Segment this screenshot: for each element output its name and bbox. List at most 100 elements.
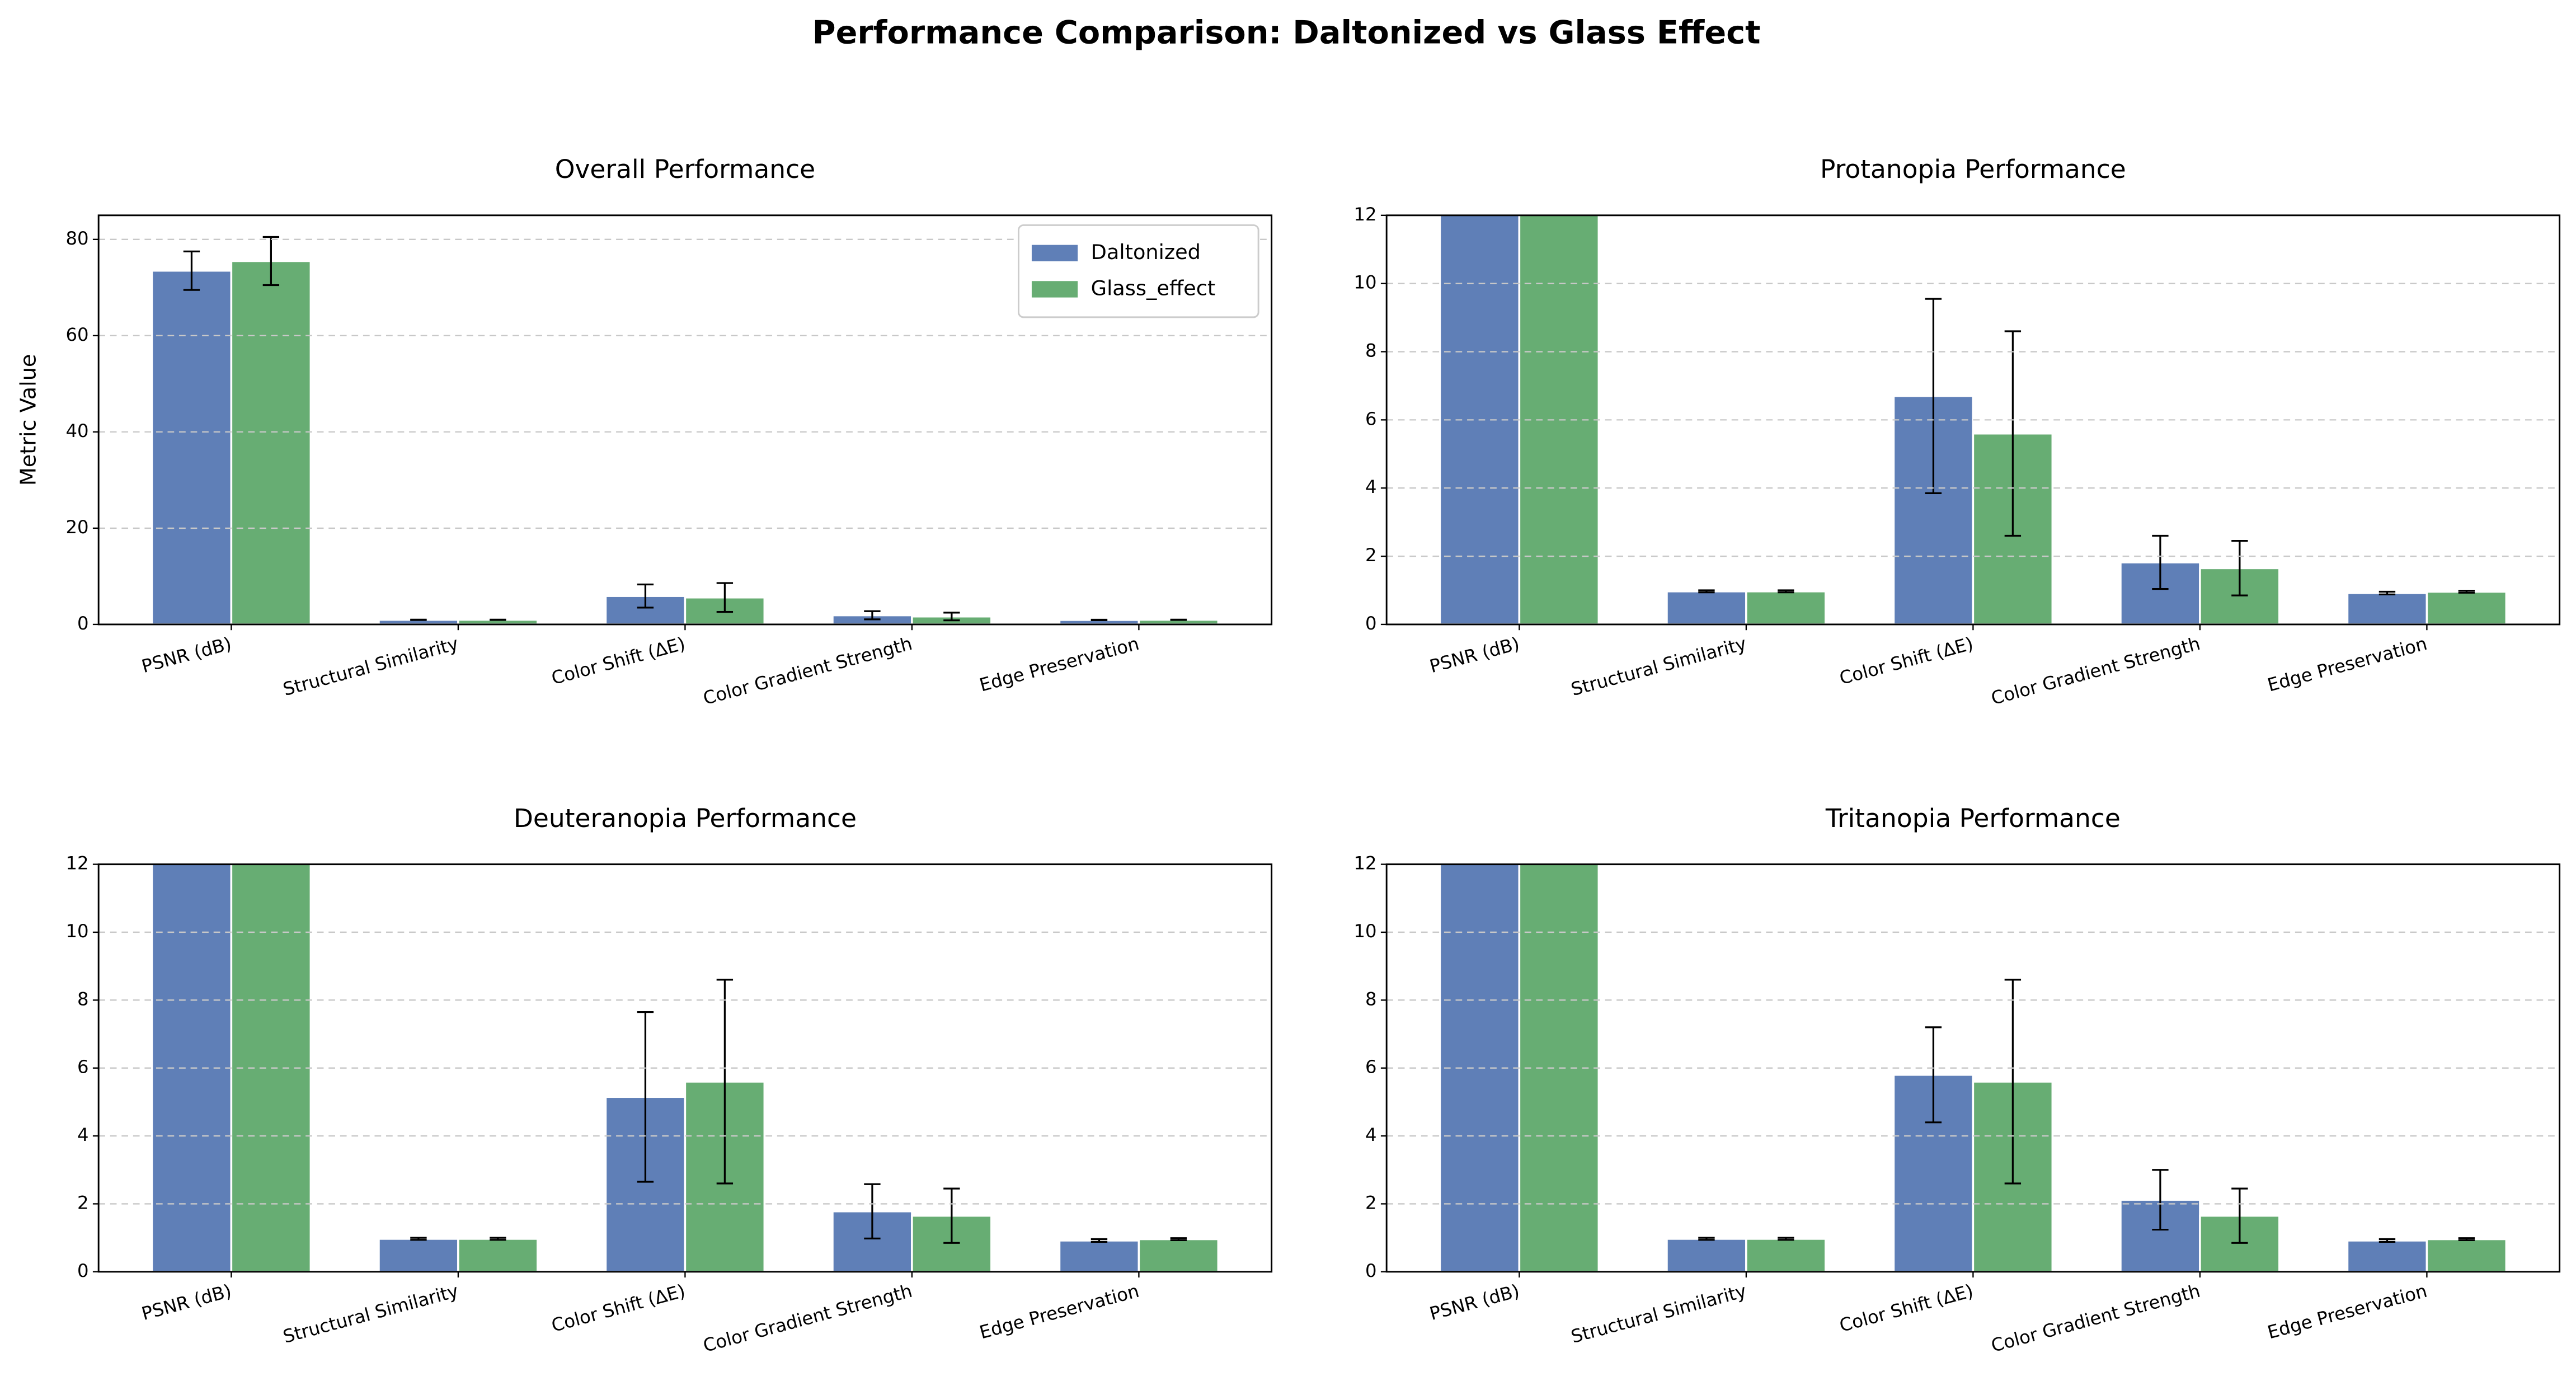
bar bbox=[1518, 215, 1600, 624]
error-bar bbox=[2378, 590, 2396, 595]
bar bbox=[2425, 1238, 2508, 1272]
bar bbox=[1745, 590, 1827, 624]
error-bar bbox=[1090, 618, 1108, 621]
x-tick-label: Color Gradient Strength bbox=[1989, 1280, 2203, 1356]
bar bbox=[2346, 592, 2428, 624]
error-bar bbox=[410, 1237, 427, 1241]
error-bar bbox=[864, 610, 881, 621]
error-bar bbox=[2458, 1237, 2475, 1241]
error-bar bbox=[637, 583, 654, 609]
y-tick-label: 8 bbox=[77, 988, 89, 1009]
error-bar bbox=[637, 1011, 654, 1183]
y-tick-label: 6 bbox=[1365, 1056, 1377, 1078]
error-bar bbox=[410, 618, 427, 621]
subplot-title: Tritanopia Performance bbox=[1825, 804, 2121, 833]
y-tick-label: 60 bbox=[65, 324, 88, 345]
bar bbox=[151, 269, 233, 624]
error-bar bbox=[716, 582, 734, 613]
x-tick-label: Edge Preservation bbox=[977, 633, 1141, 696]
error-bar bbox=[1170, 618, 1187, 621]
y-tick-label: 20 bbox=[65, 516, 88, 538]
x-tick-label: Edge Preservation bbox=[2265, 1280, 2429, 1343]
error-bar bbox=[1698, 589, 1715, 594]
bar bbox=[457, 1238, 539, 1272]
error-bar bbox=[1925, 1026, 1942, 1124]
x-tick-label: Structural Similarity bbox=[1569, 1280, 1748, 1347]
error-bar bbox=[490, 618, 506, 621]
y-tick-label: 6 bbox=[77, 1056, 89, 1078]
legend-swatch bbox=[1031, 281, 1078, 298]
x-tick-label: PSNR (dB) bbox=[1427, 1280, 1522, 1324]
error-bar bbox=[1090, 1238, 1108, 1243]
x-tick-label: Structural Similarity bbox=[1569, 633, 1748, 700]
bar bbox=[2346, 1239, 2428, 1272]
x-tick-label: Structural Similarity bbox=[281, 1280, 460, 1347]
error-bar bbox=[183, 250, 200, 291]
error-bar bbox=[716, 979, 734, 1185]
bar bbox=[1137, 1238, 1220, 1272]
y-tick-label: 80 bbox=[65, 228, 88, 249]
plot-area bbox=[1439, 215, 2508, 624]
error-bar bbox=[2378, 1238, 2396, 1243]
error-bar bbox=[2004, 979, 2022, 1185]
x-tick-label: Color Gradient Strength bbox=[1989, 633, 2203, 709]
bar bbox=[230, 864, 312, 1272]
x-tick-label: Color Shift (ΔE) bbox=[1837, 1280, 1975, 1336]
y-tick-label: 0 bbox=[1365, 613, 1377, 634]
error-bar bbox=[262, 236, 280, 286]
error-bar bbox=[943, 612, 960, 622]
subplot-title: Deuteranopia Performance bbox=[514, 804, 857, 833]
y-tick-label: 12 bbox=[1353, 204, 1376, 225]
y-tick-label: 4 bbox=[1365, 476, 1377, 497]
error-bar bbox=[2004, 330, 2022, 537]
x-tick-label: Color Gradient Strength bbox=[701, 1280, 915, 1356]
axes-frame bbox=[97, 863, 1273, 1273]
bar bbox=[378, 1238, 459, 1272]
plot-area bbox=[151, 236, 1220, 624]
x-tick-label: PSNR (dB) bbox=[139, 1280, 234, 1324]
x-tick-label: Edge Preservation bbox=[977, 1280, 1141, 1343]
x-tick-label: Color Shift (ΔE) bbox=[1837, 633, 1975, 689]
y-axis-label: Metric Value bbox=[16, 354, 41, 486]
bar bbox=[1666, 1238, 1747, 1272]
error-bar bbox=[2458, 590, 2475, 594]
subplot-title: Overall Performance bbox=[555, 154, 815, 184]
x-tick-label: Edge Preservation bbox=[2265, 633, 2429, 696]
error-bar bbox=[1778, 1237, 1794, 1241]
x-tick-label: Color Gradient Strength bbox=[701, 633, 915, 709]
bar bbox=[2425, 590, 2508, 624]
y-tick-label: 2 bbox=[1365, 1192, 1377, 1213]
legend-box bbox=[1017, 224, 1259, 318]
y-tick-label: 2 bbox=[77, 1192, 89, 1213]
y-tick-label: 2 bbox=[1365, 544, 1377, 566]
bar bbox=[1439, 215, 1521, 624]
y-tick-label: 8 bbox=[1365, 340, 1377, 361]
error-bar bbox=[2152, 1169, 2169, 1231]
error-bar bbox=[2231, 540, 2248, 596]
y-tick-label: 10 bbox=[1353, 920, 1376, 942]
y-tick-label: 12 bbox=[65, 853, 88, 874]
error-bar bbox=[1778, 589, 1794, 594]
axes-frame bbox=[1385, 214, 2561, 626]
bar bbox=[1058, 1239, 1140, 1272]
y-tick-label: 40 bbox=[65, 420, 88, 441]
y-tick-label: 12 bbox=[1353, 853, 1376, 874]
bar bbox=[1745, 1238, 1827, 1272]
x-tick-label: PSNR (dB) bbox=[139, 633, 234, 677]
y-tick-label: 10 bbox=[1353, 272, 1376, 293]
legend-swatch bbox=[1031, 245, 1078, 262]
x-tick-label: Color Shift (ΔE) bbox=[549, 1280, 687, 1336]
y-tick-label: 4 bbox=[77, 1124, 89, 1145]
y-tick-label: 0 bbox=[77, 613, 89, 634]
bar bbox=[1518, 864, 1600, 1272]
legend-label: Glass_effect bbox=[1091, 276, 1216, 300]
y-tick-label: 4 bbox=[1365, 1124, 1377, 1145]
plot-area bbox=[1439, 864, 2508, 1272]
axes-frame bbox=[1385, 863, 2561, 1273]
y-tick-label: 0 bbox=[77, 1260, 89, 1281]
x-tick-label: PSNR (dB) bbox=[1427, 633, 1522, 677]
bar bbox=[230, 260, 312, 624]
y-tick-label: 8 bbox=[1365, 988, 1377, 1009]
error-bar bbox=[1698, 1237, 1715, 1241]
